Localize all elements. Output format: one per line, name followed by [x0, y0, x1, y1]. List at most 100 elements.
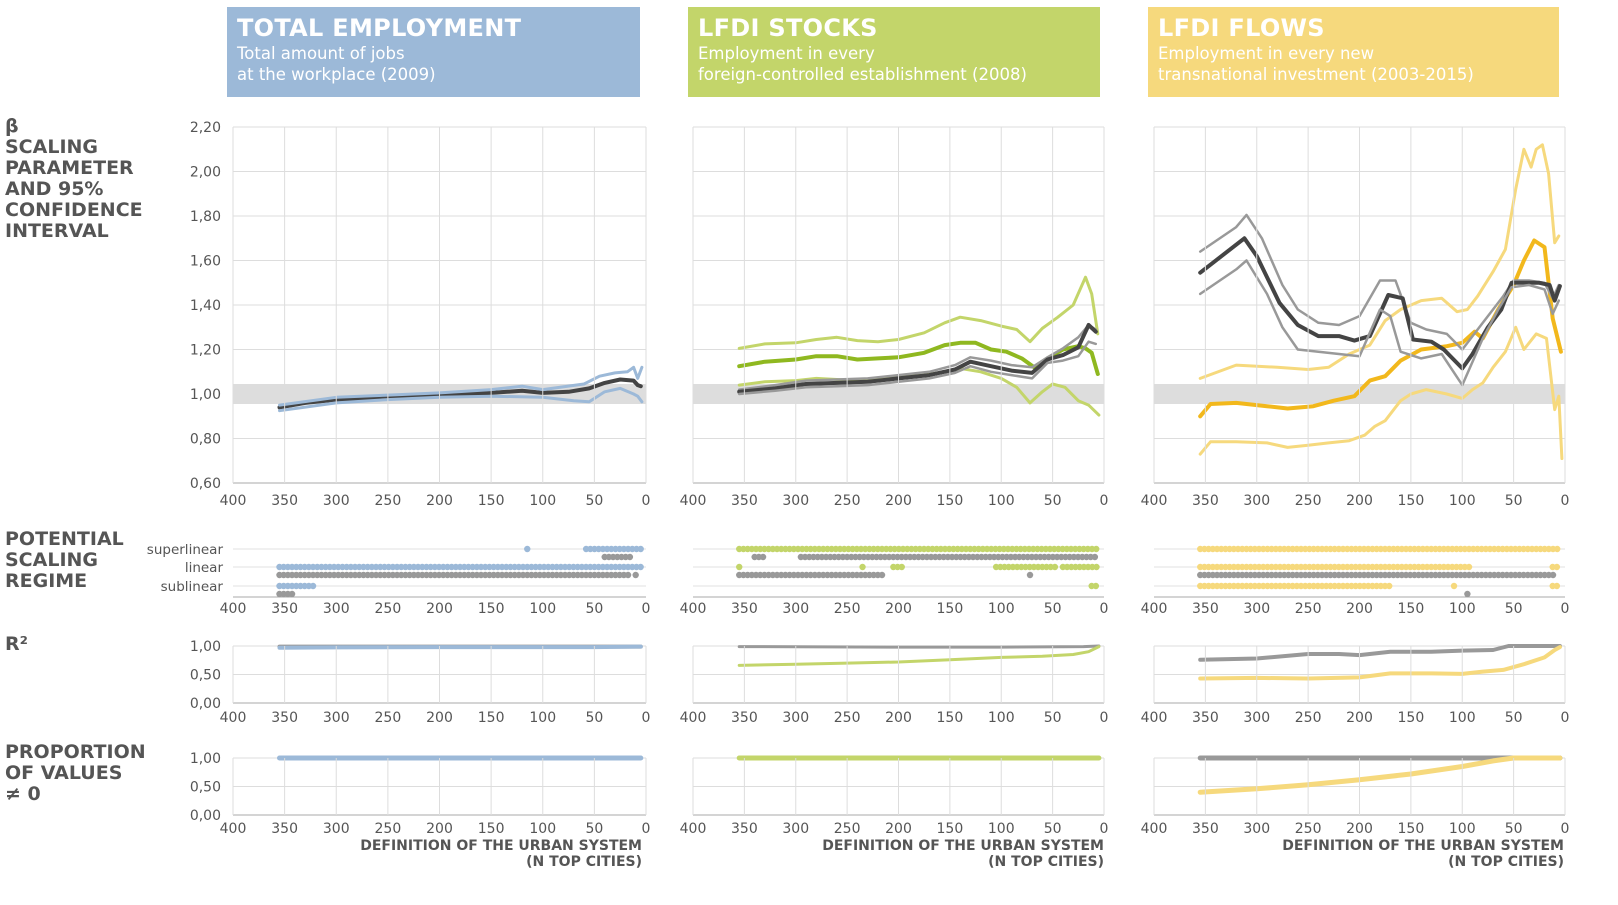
x-axis-title-stocks: DEFINITION OF THE URBAN SYSTEM (N TOP CI…	[684, 838, 1104, 870]
x-tick-label: 0	[1100, 821, 1109, 837]
x-tick-label: 300	[323, 710, 350, 726]
row-label-proportion-line: PROPORTION	[5, 741, 146, 763]
header-total: TOTAL EMPLOYMENT Total amount of jobs at…	[227, 7, 640, 97]
x-tick-label: 250	[1295, 601, 1322, 617]
beta-panel-total: 2,20 2,00 1,80 1,60 1,40 1,20 1,00 0,80 0,60	[190, 120, 646, 492]
y-tick-label: 0,00	[190, 808, 221, 824]
x-tick-label: 250	[1295, 493, 1322, 509]
regime-level-label: superlinear	[147, 542, 224, 558]
x-tick-label: 0	[642, 821, 651, 837]
x-tick-label: 350	[1192, 821, 1219, 837]
y-tick-label: 1,20	[190, 343, 221, 359]
header-stocks-subtitle-2: foreign-controlled establishment (2008)	[698, 65, 1027, 84]
x-tick-label: 200	[1346, 601, 1373, 617]
header-total-title: TOTAL EMPLOYMENT	[237, 14, 522, 42]
header-flows-title: LFDI FLOWS	[1158, 14, 1325, 42]
r2-series-grey	[1198, 644, 1562, 662]
x-tick-label: 150	[937, 601, 964, 617]
x-tick-label: 150	[937, 821, 964, 837]
x-tick-label: 350	[731, 710, 758, 726]
x-tick-label: 350	[271, 821, 298, 837]
row-label-beta-line: PARAMETER	[5, 157, 134, 179]
x-tick-label: 400	[1141, 821, 1168, 837]
regime-panel-stocks	[693, 545, 1104, 598]
regime-dot-grey	[1026, 571, 1034, 579]
x-tick-label: 100	[529, 710, 556, 726]
x-tick-label: 100	[529, 493, 556, 509]
y-tick-label: 0,50	[190, 668, 221, 684]
beta-series-ci_lower	[1198, 325, 1564, 460]
x-tick-label: 200	[426, 710, 453, 726]
x-axis-title-line: DEFINITION OF THE URBAN SYSTEM	[1282, 838, 1564, 854]
r2-series-grey	[737, 644, 1101, 649]
row-label-beta-line: INTERVAL	[5, 220, 109, 242]
regime-dot-colored	[524, 545, 531, 553]
x-tick-label: 300	[782, 601, 809, 617]
header-total-subtitle-1: Total amount of jobs	[237, 44, 405, 63]
x-tick-label: 150	[1398, 821, 1425, 837]
x-tick-label: 300	[1243, 821, 1270, 837]
x-tick-label: 400	[220, 493, 247, 509]
x-tick-label: 200	[426, 821, 453, 837]
header-flows-subtitle-2: transnational investment (2003-2015)	[1158, 65, 1474, 84]
regime-panel-total: superlinear linear sublinear	[147, 542, 646, 598]
x-tick-label: 50	[1505, 821, 1523, 837]
x-tick-label: 400	[680, 821, 707, 837]
row-label-regime-line: POTENTIAL	[5, 528, 124, 550]
x-axis-title-line: (N TOP CITIES)	[988, 854, 1104, 870]
x-tick-label: 50	[1044, 821, 1062, 837]
x-tick-label: 200	[885, 601, 912, 617]
header-flows: LFDI FLOWS Employment in every new trans…	[1148, 7, 1559, 97]
x-tick-label: 250	[375, 601, 402, 617]
x-tick-label: 200	[885, 821, 912, 837]
x-tick-label: 50	[1044, 493, 1062, 509]
x-tick-label: 250	[375, 710, 402, 726]
x-tick-label: 0	[1561, 821, 1570, 837]
regime-level-label: linear	[185, 560, 224, 576]
row-label-regime-line: REGIME	[5, 570, 88, 592]
x-tick-label: 50	[1044, 601, 1062, 617]
x-tick-label: 400	[680, 493, 707, 509]
x-tick-label: 350	[1192, 710, 1219, 726]
x-tick-label: 400	[220, 710, 247, 726]
x-tick-label: 100	[1449, 601, 1476, 617]
x-tick-label: 250	[1295, 710, 1322, 726]
x-tick-label: 50	[1044, 710, 1062, 726]
x-tick-label: 150	[937, 710, 964, 726]
x-axis-title-line: (N TOP CITIES)	[1448, 854, 1564, 870]
x-tick-label: 200	[885, 493, 912, 509]
proportion-panel-total: 1,00 0,50 0,00	[190, 751, 646, 824]
y-tick-label: 1,00	[190, 751, 221, 767]
x-tick-label: 200	[426, 493, 453, 509]
x-tick-label: 350	[271, 601, 298, 617]
x-tick-label: 250	[834, 493, 861, 509]
header-flows-subtitle-1: Employment in every new	[1158, 44, 1375, 63]
row-label-beta-line: β	[5, 115, 19, 137]
x-tick-label: 150	[478, 601, 505, 617]
x-tick-label: 250	[375, 493, 402, 509]
x-tick-label: 250	[375, 821, 402, 837]
y-tick-label: 1,00	[190, 387, 221, 403]
x-tick-label: 300	[782, 710, 809, 726]
x-tick-label: 0	[642, 710, 651, 726]
x-tick-label: 200	[1346, 710, 1373, 726]
x-tick-label: 100	[1449, 710, 1476, 726]
x-tick-label: 100	[988, 710, 1015, 726]
x-tick-label: 150	[1398, 493, 1425, 509]
x-tick-label: 200	[426, 601, 453, 617]
regime-dot-colored	[736, 563, 743, 571]
x-tick-label: 50	[1505, 601, 1523, 617]
x-tick-label: 50	[1505, 710, 1523, 726]
x-tick-label: 0	[1561, 710, 1570, 726]
row-label-r2: R²	[5, 634, 28, 655]
x-axis-title-flows: DEFINITION OF THE URBAN SYSTEM (N TOP CI…	[1144, 838, 1564, 870]
x-tick-label: 100	[529, 821, 556, 837]
x-tick-label: 300	[782, 821, 809, 837]
x-tick-label: 400	[220, 601, 247, 617]
row-label-beta-line: AND 95%	[5, 178, 104, 200]
y-tick-label: 1,60	[190, 254, 221, 270]
regime-dot-colored	[1450, 582, 1458, 590]
x-tick-label: 100	[529, 601, 556, 617]
y-tick-label: 0,60	[190, 476, 221, 492]
